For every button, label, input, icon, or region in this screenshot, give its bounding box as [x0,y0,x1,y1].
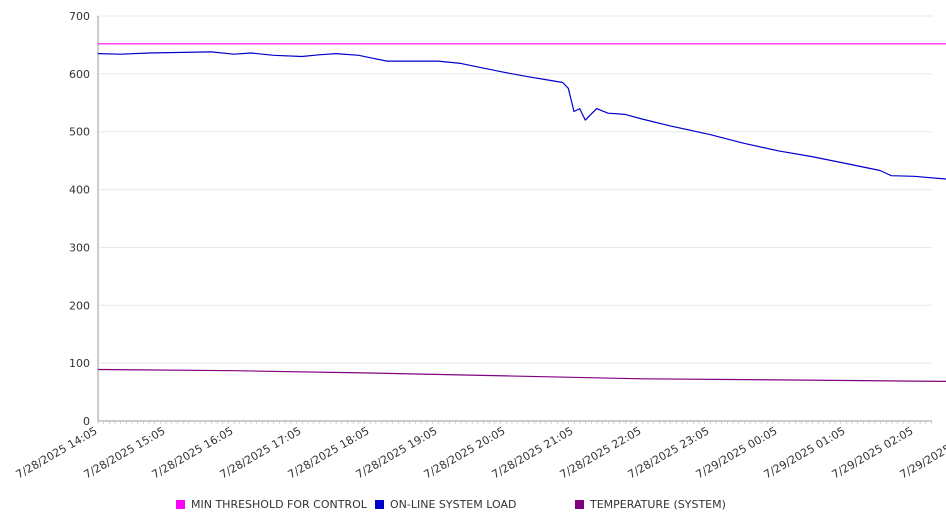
y-tick-label: 200 [69,299,90,312]
legend-item-temperature: TEMPERATURE (SYSTEM) [575,498,726,511]
y-axis-ticks: 0 100 200 300 400 500 600 700 [69,10,90,428]
legend-swatch-system-load [375,500,384,509]
legend: MIN THRESHOLD FOR CONTROL ON-LINE SYSTEM… [0,498,946,514]
x-axis-ticks: 7/28/2025 14:057/28/2025 15:057/28/2025 … [14,421,946,481]
y-tick-label: 300 [69,241,90,254]
legend-item-threshold: MIN THRESHOLD FOR CONTROL [176,498,367,511]
y-tick-label: 100 [69,357,90,370]
legend-swatch-threshold [176,500,185,509]
grid-lines [98,15,932,364]
legend-label-system-load: ON-LINE SYSTEM LOAD [390,498,517,511]
legend-swatch-temperature [575,500,584,509]
series-line-1 [97,51,946,180]
series-line-2 [97,368,946,382]
y-tick-label: 0 [83,415,90,428]
y-tick-label: 700 [69,10,90,23]
legend-label-temperature: TEMPERATURE (SYSTEM) [590,498,726,511]
y-tick-label: 600 [69,68,90,81]
series-lines [97,43,946,382]
y-tick-label: 500 [69,126,90,139]
legend-item-system-load: ON-LINE SYSTEM LOAD [375,498,516,511]
legend-label-threshold: MIN THRESHOLD FOR CONTROL [191,498,367,511]
y-tick-label: 400 [69,184,90,197]
